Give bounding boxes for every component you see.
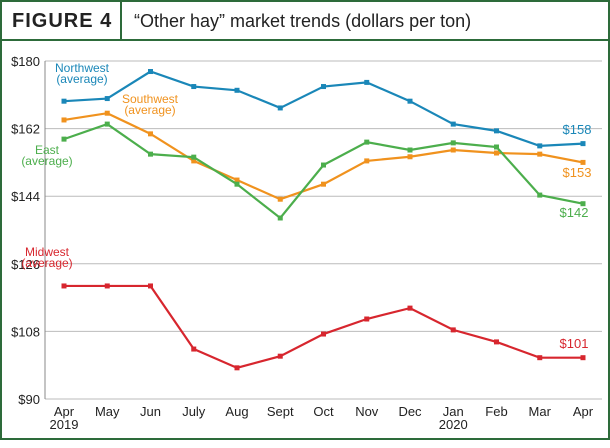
x-tick-label: Sept — [267, 404, 294, 419]
y-tick-label: $144 — [11, 189, 40, 204]
x-year-label: 2019 — [50, 417, 79, 432]
y-tick-label: $162 — [11, 122, 40, 137]
point — [191, 158, 197, 164]
point — [580, 201, 586, 207]
point — [407, 147, 413, 153]
series-note: (average) — [56, 72, 107, 86]
y-tick-label: $108 — [11, 324, 40, 339]
series-name: Northwest — [55, 61, 110, 75]
x-tick-label: Jan — [443, 404, 464, 419]
point — [277, 105, 283, 111]
value-label: $158 — [563, 122, 592, 137]
point — [104, 283, 110, 289]
point — [580, 141, 586, 147]
x-tick-label: Mar — [529, 404, 552, 419]
series-note: (average) — [21, 154, 72, 168]
point — [364, 316, 370, 322]
x-tick-label: May — [95, 404, 120, 419]
x-tick-label: Feb — [485, 404, 507, 419]
point — [234, 181, 240, 187]
point — [407, 305, 413, 311]
x-tick-label: Apr — [573, 404, 594, 419]
point — [580, 159, 586, 165]
x-tick-label: Jun — [140, 404, 161, 419]
point — [191, 346, 197, 352]
point — [148, 283, 153, 289]
point — [321, 84, 326, 90]
point — [61, 98, 67, 104]
point — [494, 128, 499, 134]
point — [321, 181, 326, 187]
x-year-label: 2020 — [439, 417, 468, 432]
value-label: $101 — [560, 336, 589, 351]
point — [450, 140, 456, 146]
point — [234, 365, 240, 371]
point — [277, 353, 283, 359]
point — [407, 154, 413, 160]
series-name: Southwest — [122, 92, 179, 106]
point — [537, 192, 543, 198]
point — [537, 355, 543, 361]
y-tick-label: $126 — [11, 257, 40, 272]
point — [537, 151, 543, 157]
point — [104, 110, 110, 116]
point — [321, 331, 326, 337]
series-note: (average) — [124, 103, 175, 117]
point — [191, 154, 197, 160]
point — [450, 147, 456, 153]
point — [104, 96, 110, 102]
point — [148, 69, 153, 75]
point — [450, 327, 456, 333]
series-note: (average) — [21, 256, 72, 270]
x-tick-label: Oct — [313, 404, 334, 419]
value-label: $153 — [563, 165, 592, 180]
point — [321, 162, 326, 168]
x-tick-label: July — [182, 404, 206, 419]
value-label: $142 — [560, 205, 589, 220]
point — [61, 117, 67, 123]
y-tick-label: $180 — [11, 54, 40, 69]
point — [61, 283, 67, 289]
point — [450, 121, 456, 127]
point — [580, 355, 586, 361]
point — [407, 98, 413, 104]
point — [148, 151, 153, 157]
point — [277, 196, 283, 202]
point — [364, 79, 370, 85]
series-name: Midwest — [25, 245, 70, 259]
point — [364, 139, 370, 145]
point — [234, 177, 240, 183]
point — [494, 144, 499, 150]
point — [537, 143, 543, 149]
x-tick-label: Aug — [225, 404, 248, 419]
point — [148, 131, 153, 137]
chart-title: “Other hay” market trends (dollars per t… — [134, 11, 471, 31]
x-tick-label: Apr — [54, 404, 75, 419]
point — [61, 136, 67, 142]
series-name: East — [35, 143, 60, 157]
point — [494, 339, 499, 345]
point — [277, 215, 283, 221]
figure-label: FIGURE 4 — [12, 10, 112, 32]
point — [494, 150, 499, 156]
y-tick-label: $90 — [18, 392, 40, 407]
point — [234, 87, 240, 93]
x-tick-label: Nov — [355, 404, 379, 419]
x-tick-label: Dec — [398, 404, 422, 419]
point — [191, 84, 197, 90]
point — [104, 121, 110, 127]
point — [364, 158, 370, 164]
